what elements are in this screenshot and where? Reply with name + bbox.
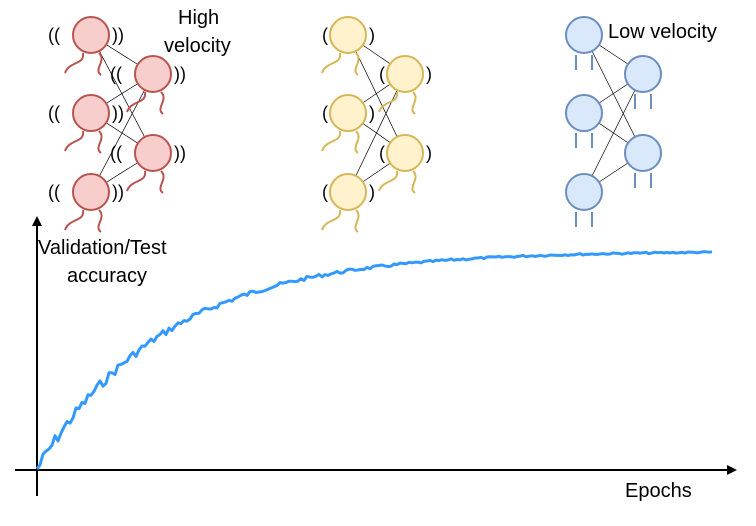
high-velocity-neuron-1-waves-left: (( <box>48 103 60 123</box>
high-velocity-neuron-3-leg-left <box>126 91 147 113</box>
medium-velocity-neuron-2-waves-left: ( <box>322 182 328 202</box>
low-velocity-neuron-2 <box>565 173 603 211</box>
high-velocity-neuron-2-waves-left: (( <box>48 182 60 202</box>
high-velocity-neuron-3-waves-left: (( <box>110 64 122 84</box>
medium-velocity-connection <box>347 73 406 193</box>
high-velocity-neuron-4-waves-right: )) <box>174 143 186 163</box>
x-axis-label: Epochs <box>625 480 692 502</box>
high-velocity-neuron-1-leg-left <box>64 130 85 152</box>
high-velocity-neuron-4-waves-left: (( <box>110 143 122 163</box>
high-velocity-label-line2: velocity <box>164 35 231 57</box>
medium-velocity-neuron-3-leg-left <box>378 91 399 113</box>
medium-velocity-neuron-4 <box>386 134 424 172</box>
medium-velocity-neuron-2-leg-left <box>321 209 342 231</box>
low-velocity-connection <box>583 73 644 193</box>
medium-velocity-neuron-4-waves-right: ) <box>426 143 432 163</box>
medium-velocity-neuron-4-leg-left <box>378 170 399 192</box>
high-velocity-neuron-4-leg-right <box>159 170 165 194</box>
high-velocity-neuron-0 <box>72 16 110 54</box>
y-axis-label-line1: Validation/Test <box>38 237 167 259</box>
medium-velocity-neuron-2-waves-right: ) <box>369 182 375 202</box>
high-velocity-connection <box>90 73 154 193</box>
high-velocity-neuron-0-leg-right <box>97 52 103 76</box>
medium-velocity-neuron-2 <box>329 173 367 211</box>
high-velocity-neuron-0-waves-right: )) <box>112 25 124 45</box>
y-axis-label-line2: accuracy <box>67 265 147 287</box>
high-velocity-neuron-2-waves-right: )) <box>112 182 124 202</box>
medium-velocity-neuron-0-waves-right: ) <box>369 25 375 45</box>
low-velocity-neuron-4 <box>624 134 662 172</box>
medium-velocity-neuron-0 <box>329 16 367 54</box>
high-velocity-neuron-0-leg-left <box>64 52 85 74</box>
high-velocity-label-line1: High <box>178 7 219 29</box>
low-velocity-label: Low velocity <box>608 21 717 43</box>
low-velocity-connection <box>583 34 644 154</box>
low-velocity-neuron-3 <box>624 55 662 93</box>
medium-velocity-neuron-1-waves-left: ( <box>322 103 328 123</box>
medium-velocity-neuron-1 <box>329 94 367 132</box>
low-velocity-neuron-1 <box>565 94 603 132</box>
medium-velocity-neuron-4-leg-right <box>411 170 417 194</box>
high-velocity-neuron-2-leg-right <box>97 209 103 233</box>
medium-velocity-neuron-3-waves-left: ( <box>379 64 385 84</box>
medium-velocity-neuron-1-leg-left <box>321 130 342 152</box>
high-velocity-connection <box>90 34 154 154</box>
low-velocity-neuron-0 <box>565 16 603 54</box>
medium-velocity-neuron-1-waves-right: ) <box>369 103 375 123</box>
high-velocity-neuron-1 <box>72 94 110 132</box>
high-velocity-neuron-2-leg-left <box>64 209 85 231</box>
high-velocity-neuron-4 <box>134 134 172 172</box>
medium-velocity-neuron-3-leg-right <box>411 91 417 115</box>
high-velocity-neuron-3-waves-right: )) <box>174 64 186 84</box>
high-velocity-neuron-3 <box>134 55 172 93</box>
medium-velocity-neuron-0-waves-left: ( <box>322 25 328 45</box>
medium-velocity-neuron-1-leg-right <box>354 130 360 154</box>
medium-velocity-neuron-4-waves-left: ( <box>379 143 385 163</box>
high-velocity-neuron-1-waves-right: )) <box>112 103 124 123</box>
accuracy-curve <box>35 250 713 470</box>
medium-velocity-neuron-2-leg-right <box>354 209 360 233</box>
medium-velocity-neuron-0-leg-right <box>354 52 360 76</box>
high-velocity-neuron-1-leg-right <box>97 130 103 154</box>
medium-velocity-neuron-3-waves-right: ) <box>426 64 432 84</box>
high-velocity-neuron-2 <box>72 173 110 211</box>
high-velocity-neuron-0-waves-left: (( <box>48 25 60 45</box>
high-velocity-neuron-4-leg-left <box>126 170 147 192</box>
medium-velocity-neuron-0-leg-left <box>321 52 342 74</box>
high-velocity-neuron-3-leg-right <box>159 91 165 115</box>
medium-velocity-neuron-3 <box>386 55 424 93</box>
